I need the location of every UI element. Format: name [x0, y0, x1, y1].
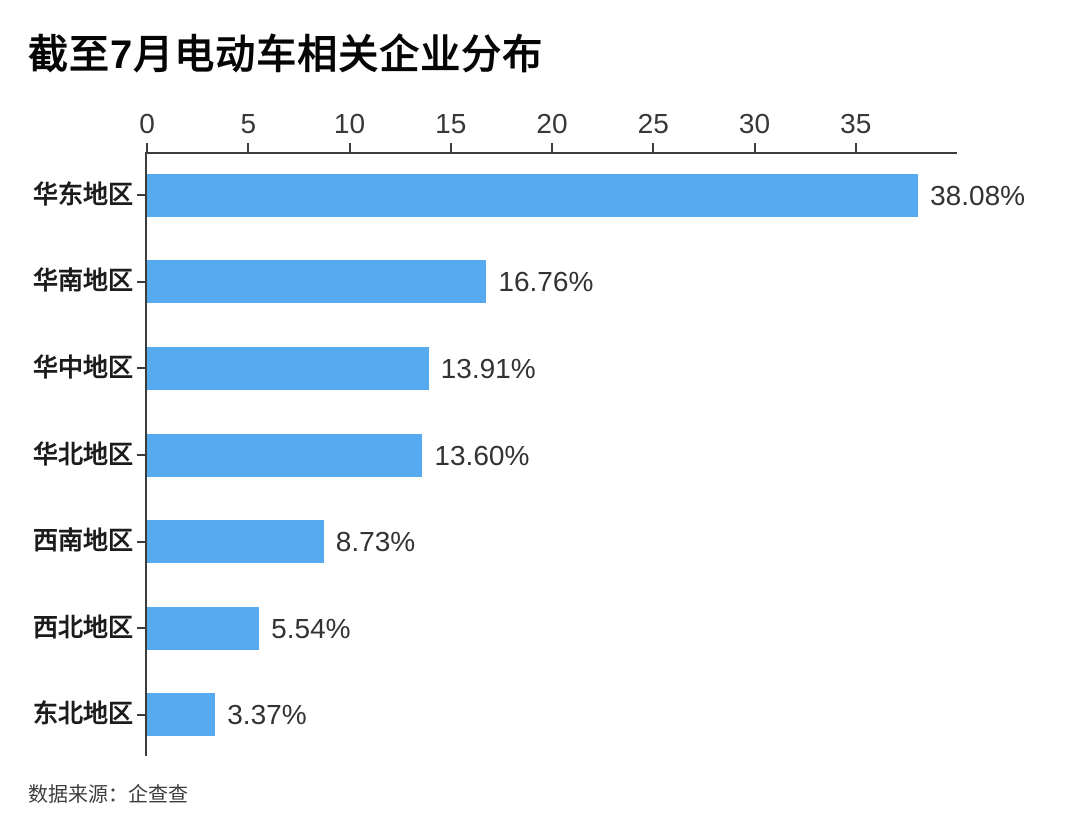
bar	[147, 693, 216, 737]
category-label: 华南地区	[32, 267, 133, 296]
category-label: 东北地区	[32, 700, 133, 729]
bar	[147, 606, 260, 650]
value-label: 13.60%	[434, 439, 530, 471]
x-tick-mark	[652, 143, 655, 152]
category-tick	[137, 280, 145, 283]
bar	[147, 520, 324, 564]
chart-title: 截至7月电动车相关企业分布	[28, 33, 544, 77]
x-tick-mark	[348, 143, 351, 152]
x-tick-mark	[146, 143, 148, 152]
x-tick-mark	[449, 143, 452, 152]
x-tick-mark	[551, 143, 553, 152]
data-source-label: 数据来源：企查查	[28, 784, 188, 806]
x-tick-label: 10	[333, 108, 366, 139]
category-label: 西南地区	[32, 527, 133, 556]
bar	[147, 433, 423, 477]
x-tick-mark	[247, 143, 250, 152]
x-tick-label: 25	[637, 108, 669, 139]
value-label: 16.76%	[498, 266, 594, 298]
x-tick-label: 35	[840, 108, 872, 139]
bar	[147, 346, 429, 390]
category-tick	[137, 454, 145, 456]
category-tick	[137, 540, 145, 543]
x-tick-mark	[753, 143, 756, 152]
x-tick-label: 30	[738, 108, 771, 139]
value-label: 8.73%	[335, 526, 416, 558]
x-tick-label: 20	[536, 108, 568, 139]
category-tick	[137, 627, 145, 630]
x-tick-label: 15	[435, 108, 467, 139]
category-tick	[137, 367, 145, 370]
category-label: 华北地区	[32, 440, 133, 469]
bar	[147, 260, 487, 304]
value-label: 38.08%	[930, 179, 1026, 211]
category-label: 西北地区	[32, 613, 133, 642]
x-tick-label: 0	[139, 108, 155, 139]
plot-area: 0 5 10 15 20 25 30 35 华东地区 38.08% 华南地区 16.76% 华中地区 13…	[33, 108, 1025, 758]
x-axis-line	[147, 152, 957, 154]
value-label: 3.37%	[227, 699, 307, 731]
category-label: 华中地区	[32, 353, 133, 382]
x-tick-label: 5	[240, 108, 257, 139]
category-tick	[137, 713, 145, 716]
value-label: 5.54%	[271, 612, 351, 644]
category-tick	[137, 194, 145, 197]
y-axis-line	[145, 152, 147, 756]
bar	[147, 173, 919, 217]
category-label: 华东地区	[32, 180, 133, 209]
value-label: 13.91%	[440, 352, 536, 384]
x-tick-mark	[854, 143, 857, 152]
